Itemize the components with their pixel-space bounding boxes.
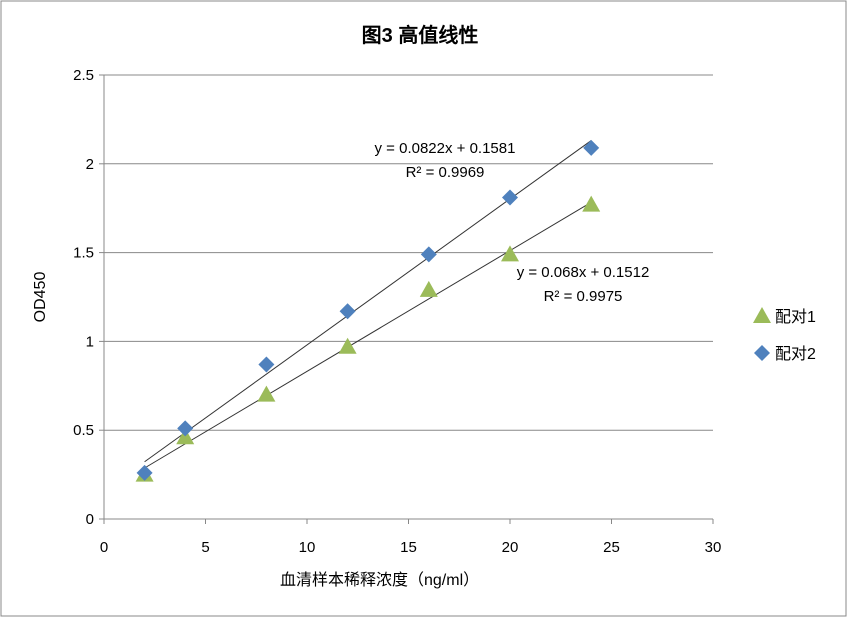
trendline-r2: R² = 0.9969 <box>406 164 485 181</box>
data-point <box>420 246 437 263</box>
y-tick-label: 0.5 <box>73 422 94 439</box>
data-point <box>419 280 438 297</box>
trendline-equation: y = 0.068x + 0.1512 <box>517 264 650 281</box>
x-axis-label: 血清样本稀释浓度（ng/ml） <box>280 571 479 589</box>
y-tick-label: 2 <box>86 156 94 173</box>
x-tick-label: 25 <box>603 539 620 556</box>
data-point <box>258 356 275 373</box>
trendline <box>144 201 592 469</box>
x-tick-label: 15 <box>400 539 417 556</box>
data-point <box>136 464 153 481</box>
data-point <box>177 420 194 437</box>
x-tick-label: 5 <box>201 539 209 556</box>
y-tick-label: 2.5 <box>73 67 94 84</box>
x-tick-label: 20 <box>502 539 519 556</box>
x-tick-label: 30 <box>705 539 722 556</box>
trendline <box>144 140 592 463</box>
y-tick-label: 1 <box>86 333 94 350</box>
y-axis-label: OD450 <box>32 272 49 323</box>
x-tick-label: 10 <box>299 539 316 556</box>
x-tick-label: 0 <box>100 539 108 556</box>
data-point <box>501 245 519 262</box>
trendline-equation: y = 0.0822x + 0.1581 <box>375 140 516 157</box>
data-point <box>582 195 601 212</box>
legend-label: 配对1 <box>775 308 816 326</box>
data-point <box>502 189 518 206</box>
data-point <box>339 303 356 320</box>
legend-marker <box>754 345 770 361</box>
legend-marker <box>753 307 771 323</box>
data-point <box>257 385 276 402</box>
legend-label: 配对2 <box>775 345 816 363</box>
data-point <box>338 337 357 354</box>
chart-title: 图3 高值线性 <box>362 23 479 47</box>
y-tick-label: 1.5 <box>73 245 94 262</box>
y-tick-label: 0 <box>86 511 94 528</box>
trendline-r2: R² = 0.9975 <box>544 288 623 305</box>
data-point <box>583 139 600 156</box>
